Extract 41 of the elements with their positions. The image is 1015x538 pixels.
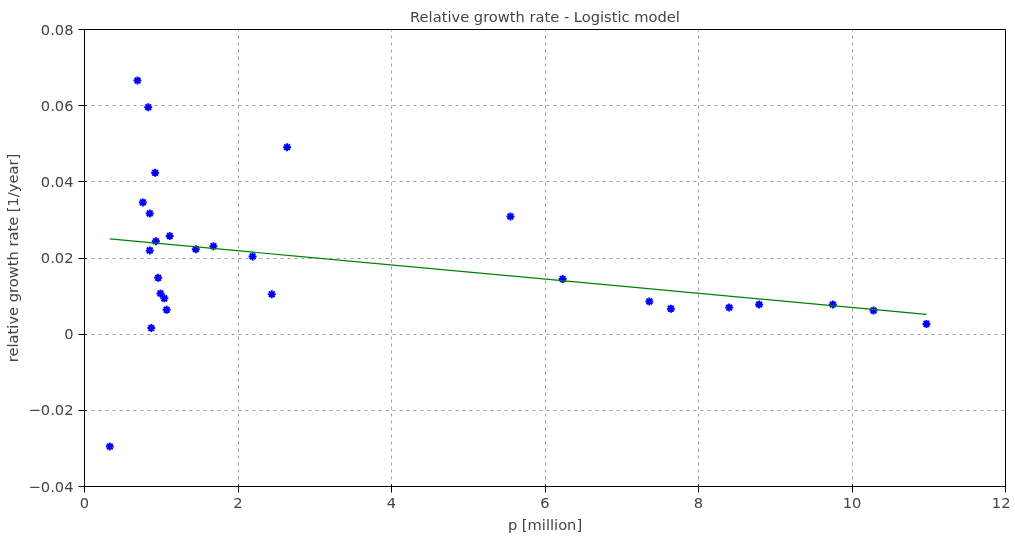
y-tick-label: 0.02 [40,249,74,266]
point [644,296,655,307]
point [868,305,879,316]
point [155,288,166,299]
point [159,293,170,304]
x-tick-label: 10 [842,493,862,511]
point [505,211,516,222]
y-tick-label: −0.02 [28,401,74,419]
y-axis-title: relative growth rate [1/year] [3,153,21,363]
point [282,142,293,153]
x-tick-label: 12 [991,493,1011,511]
x-axis-title: p [million] [507,515,583,533]
point [153,272,164,283]
point [132,75,143,86]
chart-title: Relative growth rate - Logistic model [410,7,680,25]
point [150,236,161,247]
y-tick-label: 0.06 [40,96,74,114]
x-tick-label: 8 [693,493,704,511]
point [161,304,172,315]
point [665,303,676,314]
point [190,244,201,255]
point [266,289,277,300]
y-tick-label: 0.08 [40,20,74,38]
point [144,208,155,219]
point [247,251,258,262]
point [754,299,765,310]
point [150,167,161,178]
point [137,197,148,208]
x-tick-label: 6 [540,493,550,511]
point [104,441,115,452]
point [724,302,735,313]
x-tick-label: 2 [233,493,243,511]
point [143,102,154,113]
x-tick-label: 4 [386,493,397,511]
y-tick-label: 0 [64,325,74,343]
x-tick-label: 0 [79,493,90,511]
point [208,241,219,252]
y-tick-label: 0.04 [40,172,74,190]
point [827,299,838,310]
y-tick-label: −0.04 [28,477,74,495]
point [144,245,155,256]
